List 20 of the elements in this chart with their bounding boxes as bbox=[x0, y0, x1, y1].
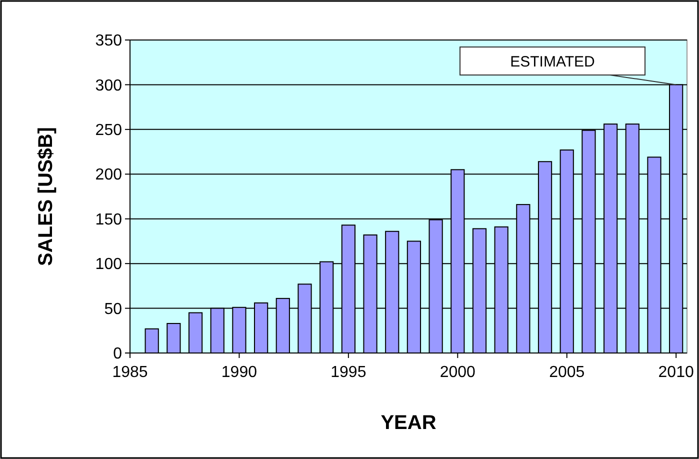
x-tick-label: 2005 bbox=[549, 364, 585, 381]
annotation: ESTIMATED bbox=[510, 53, 596, 70]
y-tick-label: 250 bbox=[95, 122, 122, 140]
y-tick-label: 0 bbox=[113, 346, 122, 363]
y-tick-label: 350 bbox=[95, 32, 122, 50]
y-axis-title: SALES [US$B] bbox=[35, 127, 57, 266]
y-tick-label: 200 bbox=[95, 166, 122, 184]
x-tick-label: 2010 bbox=[658, 364, 694, 381]
x-tick-label: 1995 bbox=[330, 364, 366, 381]
y-tick-label: 300 bbox=[95, 77, 122, 94]
bar bbox=[166, 322, 181, 354]
y-tick-label: 150 bbox=[95, 211, 122, 228]
x-tick-label: 1985 bbox=[112, 364, 148, 381]
y-tick-label: 100 bbox=[95, 256, 122, 274]
x-tick-label: 1990 bbox=[221, 364, 258, 381]
y-tick-label: 50 bbox=[104, 300, 122, 318]
x-axis-title: YEAR bbox=[380, 412, 437, 434]
x-tick-label: 2000 bbox=[440, 364, 476, 381]
bar bbox=[188, 312, 203, 354]
bar bbox=[144, 328, 159, 354]
